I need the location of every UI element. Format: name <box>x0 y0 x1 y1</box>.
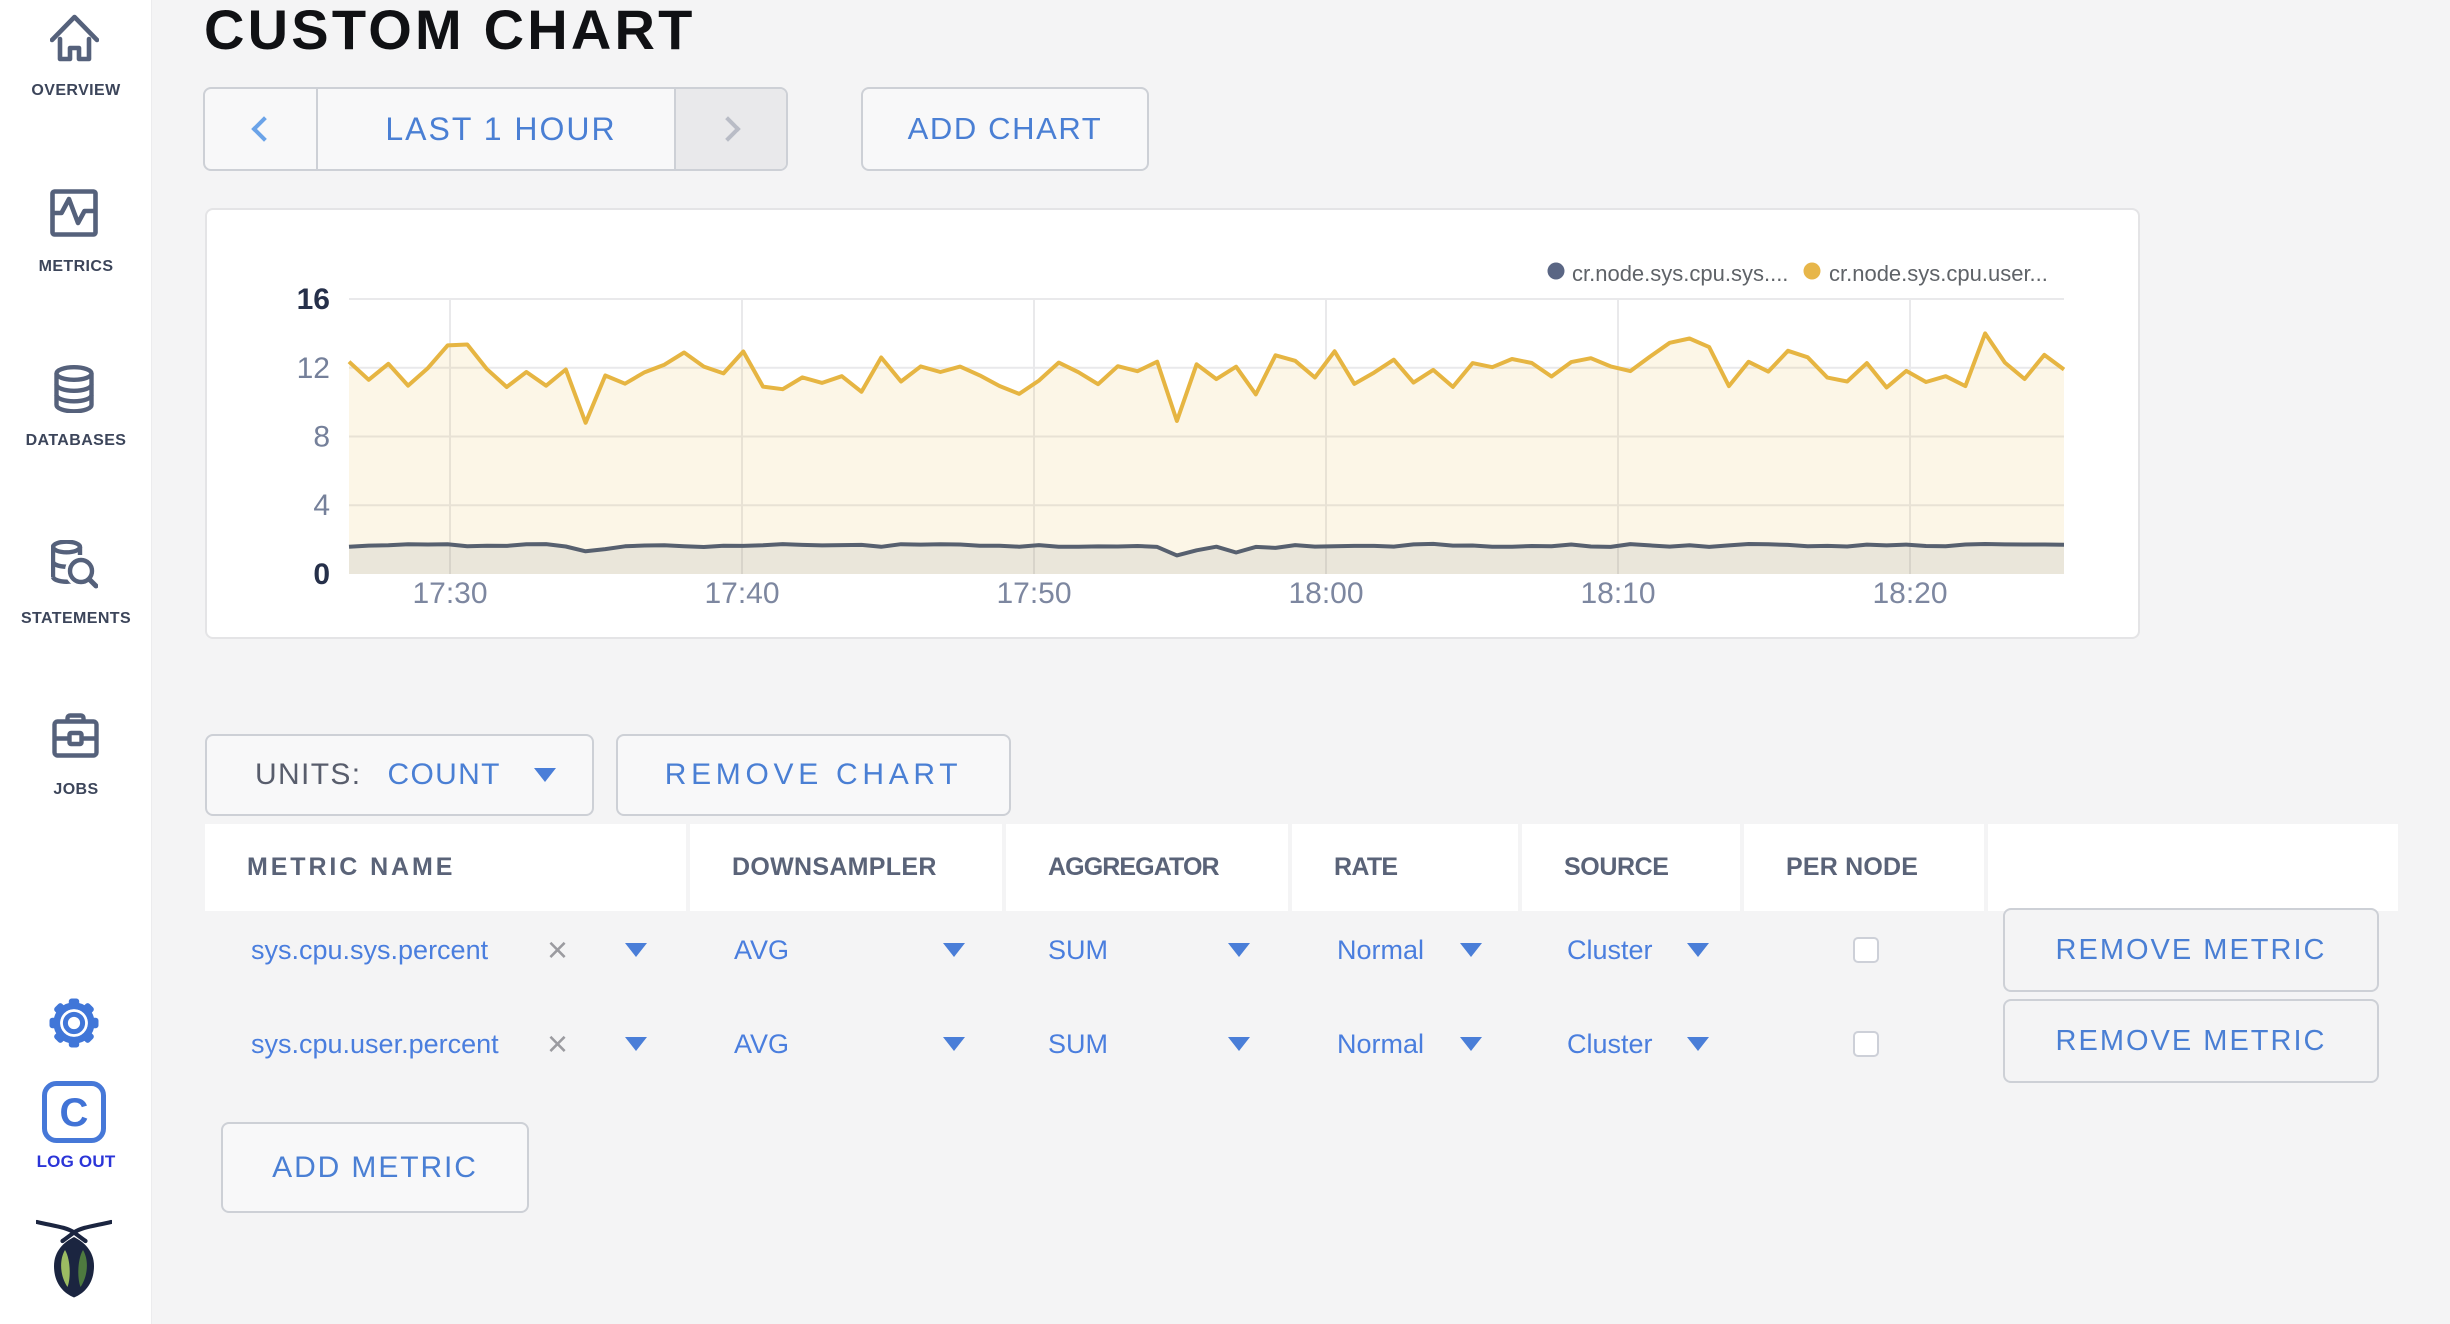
svg-text:8: 8 <box>313 421 330 454</box>
svg-text:4: 4 <box>313 489 330 522</box>
svg-text:C: C <box>60 1091 89 1135</box>
svg-text:16: 16 <box>297 283 330 316</box>
svg-text:17:30: 17:30 <box>412 577 487 610</box>
svg-text:18:20: 18:20 <box>1872 577 1947 610</box>
svg-text:18:10: 18:10 <box>1580 577 1655 610</box>
svg-text:17:40: 17:40 <box>704 577 779 610</box>
svg-text:17:50: 17:50 <box>996 577 1071 610</box>
svg-text:18:00: 18:00 <box>1288 577 1363 610</box>
svg-text:0: 0 <box>313 558 330 591</box>
svg-text:cr.node.sys.cpu.sys....: cr.node.sys.cpu.sys.... <box>1572 261 1788 286</box>
svg-text:12: 12 <box>297 352 330 385</box>
svg-text:cr.node.sys.cpu.user...: cr.node.sys.cpu.user... <box>1829 261 2048 286</box>
